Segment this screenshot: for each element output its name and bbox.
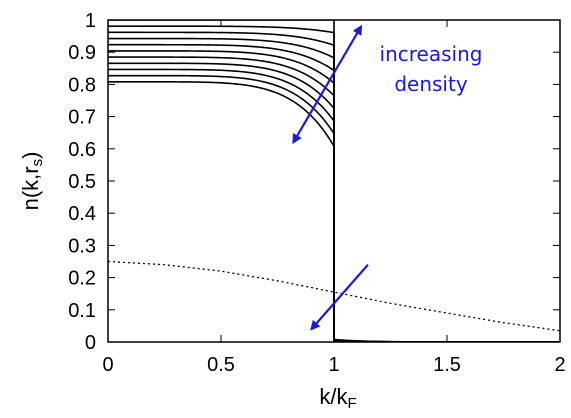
annotation-arrow <box>292 24 363 145</box>
x-ticks: 0 0.5 1 1.5 2 <box>102 20 566 376</box>
x-axis-title: k/kF <box>319 384 356 412</box>
y-tick-label: 0.3 <box>68 235 96 257</box>
y-tick-label: 0 <box>85 332 96 354</box>
y-tick-label: 0.9 <box>68 42 96 64</box>
y-tick-label: 1 <box>85 10 96 32</box>
series-line <box>108 20 560 342</box>
dotted-series-line <box>108 260 560 332</box>
annotation-increasing: increasing <box>380 42 483 66</box>
y-tick-label: 0.6 <box>68 139 96 161</box>
y-axis-title: n(k,rs) <box>18 152 46 211</box>
x-tick-label: 0.5 <box>207 354 235 376</box>
annotation-density: density <box>394 72 467 96</box>
x-tick-label: 2 <box>554 354 565 376</box>
y-tick-label: 0.4 <box>68 203 96 225</box>
y-tick-label: 0.8 <box>68 74 96 96</box>
y-ticks: 0 0.1 0.2 0.3 0.4 0.5 0.6 0.7 0.8 0.9 1 <box>68 10 560 354</box>
y-tick-label: 0.5 <box>68 171 96 193</box>
y-tick-label: 0.7 <box>68 107 96 129</box>
x-tick-label: 1 <box>328 354 339 376</box>
dotted-curve <box>108 260 560 332</box>
x-tick-label: 0 <box>102 354 113 376</box>
annotation-arrow <box>310 263 369 331</box>
curves <box>108 20 560 342</box>
y-tick-label: 0.2 <box>68 268 96 290</box>
y-tick-label: 0.1 <box>68 300 96 322</box>
annotation-arrows <box>292 24 369 331</box>
x-tick-label: 1.5 <box>433 354 461 376</box>
